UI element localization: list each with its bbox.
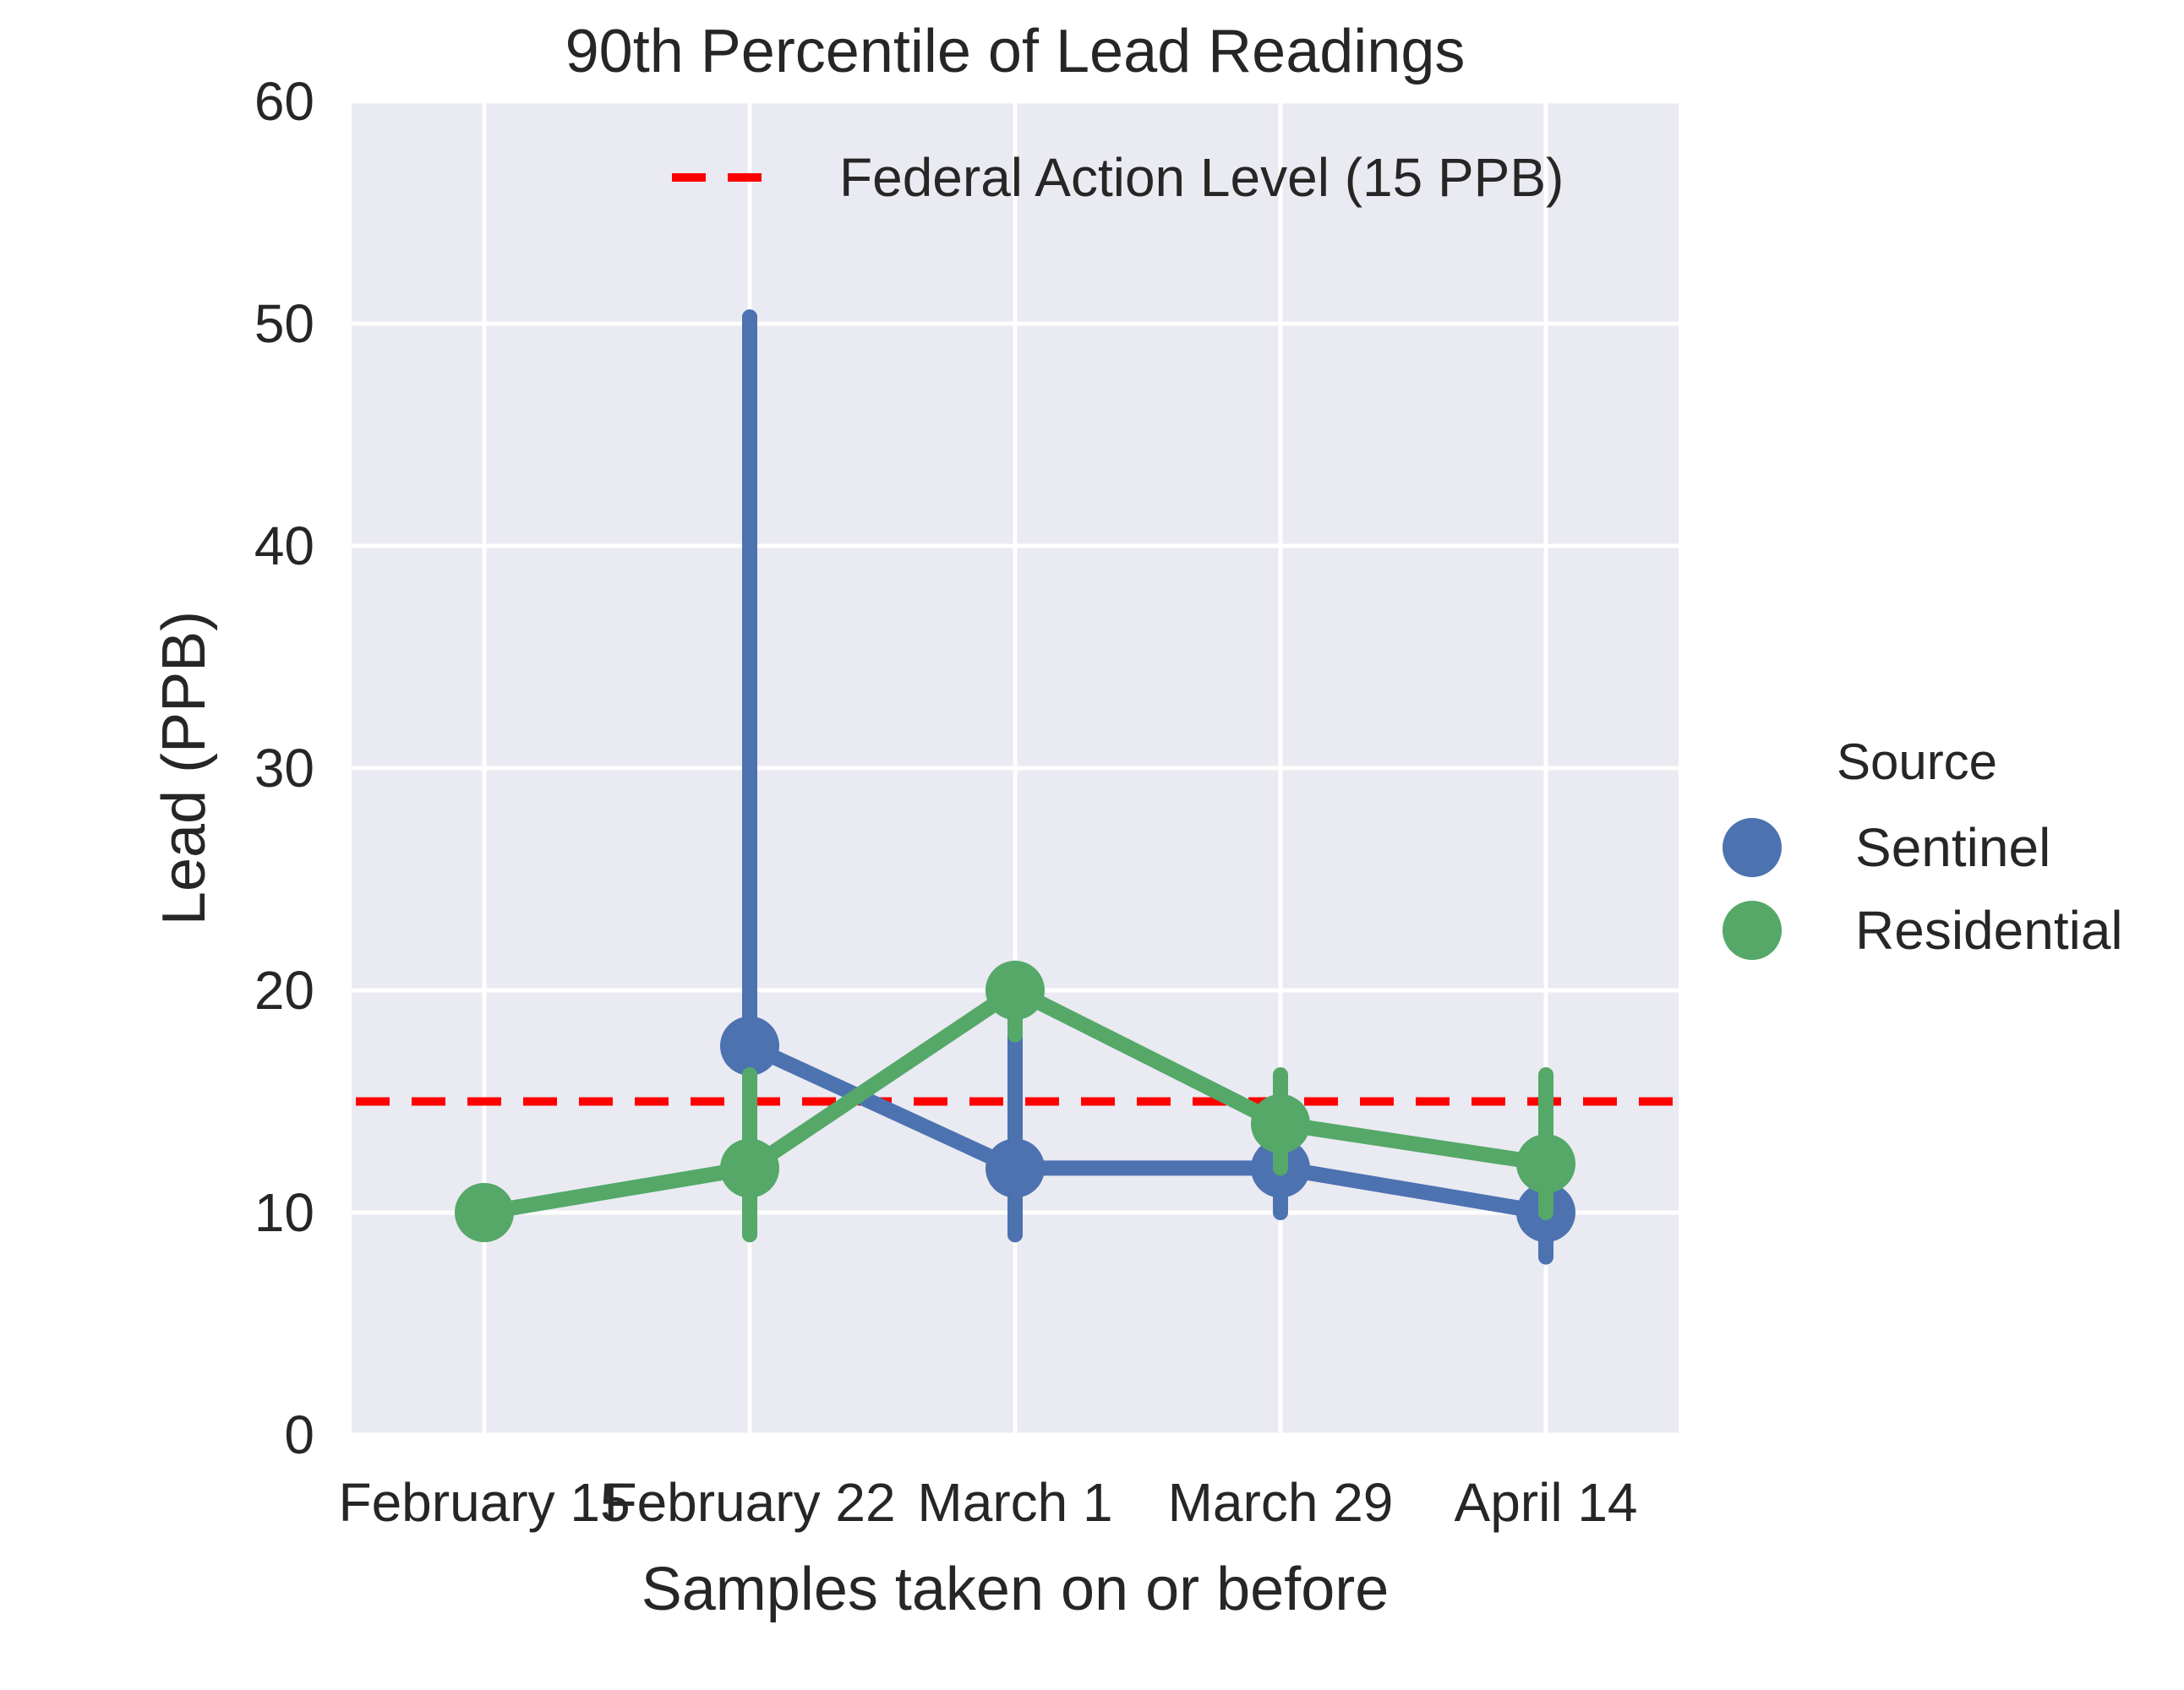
x-tick-label: April 14 <box>1455 1472 1638 1533</box>
data-point-residential <box>986 961 1045 1020</box>
x-tick-label: March 1 <box>917 1472 1112 1533</box>
legend-label-sentinel: Sentinel <box>1855 817 2050 878</box>
y-tick-label: 20 <box>254 960 314 1021</box>
reference-legend: Federal Action Level (15 PPB) <box>672 147 1564 208</box>
y-tick-label: 0 <box>284 1404 314 1465</box>
data-point-sentinel <box>720 1016 779 1076</box>
x-tick-label: February 15 <box>338 1472 630 1533</box>
series-residential <box>455 960 1575 1243</box>
y-tick-label: 50 <box>254 293 314 354</box>
series-line-sentinel <box>742 1038 1553 1220</box>
x-tick-label: February 22 <box>603 1472 895 1533</box>
y-tick-label: 40 <box>254 515 314 576</box>
y-tick-label: 30 <box>254 738 314 799</box>
x-tick-label: March 29 <box>1168 1472 1394 1533</box>
legend-swatch-sentinel <box>1723 818 1782 877</box>
y-tick-label: 10 <box>254 1182 314 1243</box>
legend-swatch-residential <box>1723 901 1782 960</box>
data-point-residential <box>720 1138 779 1198</box>
legend-title: Source <box>1837 733 1997 790</box>
data-point-residential <box>455 1183 514 1242</box>
y-tick-label: 60 <box>254 71 314 132</box>
data-point-residential <box>1251 1093 1310 1153</box>
data-point-sentinel <box>986 1138 1045 1198</box>
data-point-residential <box>1516 1134 1575 1194</box>
reference-legend-label: Federal Action Level (15 PPB) <box>839 147 1564 208</box>
legend-label-residential: Residential <box>1855 900 2123 961</box>
chart-title: 90th Percentile of Lead Readings <box>565 18 1466 85</box>
y-axis-label: Lead (PPB) <box>150 611 218 925</box>
series-layer <box>455 309 1575 1265</box>
series-legend: Source Sentinel Residential <box>1723 733 2123 961</box>
series-sentinel <box>720 309 1575 1265</box>
x-axis-label: Samples taken on or before <box>642 1556 1390 1623</box>
